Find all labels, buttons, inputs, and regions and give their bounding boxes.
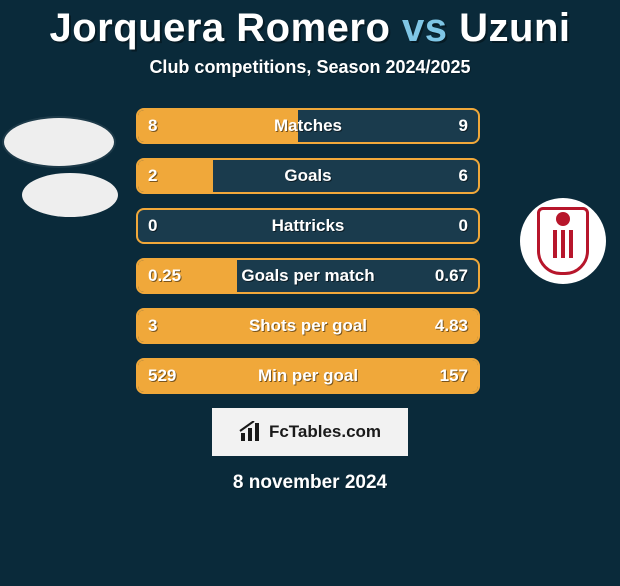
- player1-badge-icon: [4, 118, 114, 166]
- bar-label: Hattricks: [138, 210, 478, 242]
- bar-shots-per-goal: 3 Shots per goal 4.83: [136, 308, 480, 344]
- title-player1: Jorquera Romero: [49, 6, 390, 50]
- bar-matches: 8 Matches 9: [136, 108, 480, 144]
- date-label: 8 november 2024: [0, 472, 620, 494]
- bar-min-per-goal: 529 Min per goal 157: [136, 358, 480, 394]
- subtitle: Club competitions, Season 2024/2025: [0, 57, 620, 78]
- bar-fill-left: [138, 110, 298, 142]
- brand-logo-icon: [239, 421, 263, 443]
- bar-right-value: 4.83: [435, 310, 468, 342]
- comparison-stage: 8 Matches 9 2 Goals 6 0 Hattricks 0 0.25…: [0, 108, 620, 388]
- page-title: Jorquera Romero vs Uzuni: [0, 6, 620, 51]
- bar-left-value: 8: [148, 110, 157, 142]
- bar-fill-left: [138, 360, 478, 392]
- player1-badge-icon-2: [22, 173, 118, 217]
- bar-left-value: 3: [148, 310, 157, 342]
- bar-fill-left: [138, 310, 478, 342]
- bar-goals-per-match: 0.25 Goals per match 0.67: [136, 258, 480, 294]
- bar-left-value: 2: [148, 160, 157, 192]
- bar-right-value: 6: [459, 160, 468, 192]
- brand-plate: FcTables.com: [212, 408, 408, 456]
- bar-right-value: 0: [459, 210, 468, 242]
- bar-right-value: 9: [459, 110, 468, 142]
- bar-goals: 2 Goals 6: [136, 158, 480, 194]
- bar-left-value: 0: [148, 210, 157, 242]
- brand-text: FcTables.com: [269, 422, 381, 442]
- bar-hattricks: 0 Hattricks 0: [136, 208, 480, 244]
- bar-right-value: 0.67: [435, 260, 468, 292]
- title-player2: Uzuni: [459, 6, 570, 50]
- bar-left-value: 0.25: [148, 260, 181, 292]
- player2-club-crest-icon: [520, 198, 606, 284]
- title-vs: vs: [402, 6, 448, 50]
- bar-left-value: 529: [148, 360, 176, 392]
- bar-right-value: 157: [440, 360, 468, 392]
- stat-bars: 8 Matches 9 2 Goals 6 0 Hattricks 0 0.25…: [136, 108, 480, 394]
